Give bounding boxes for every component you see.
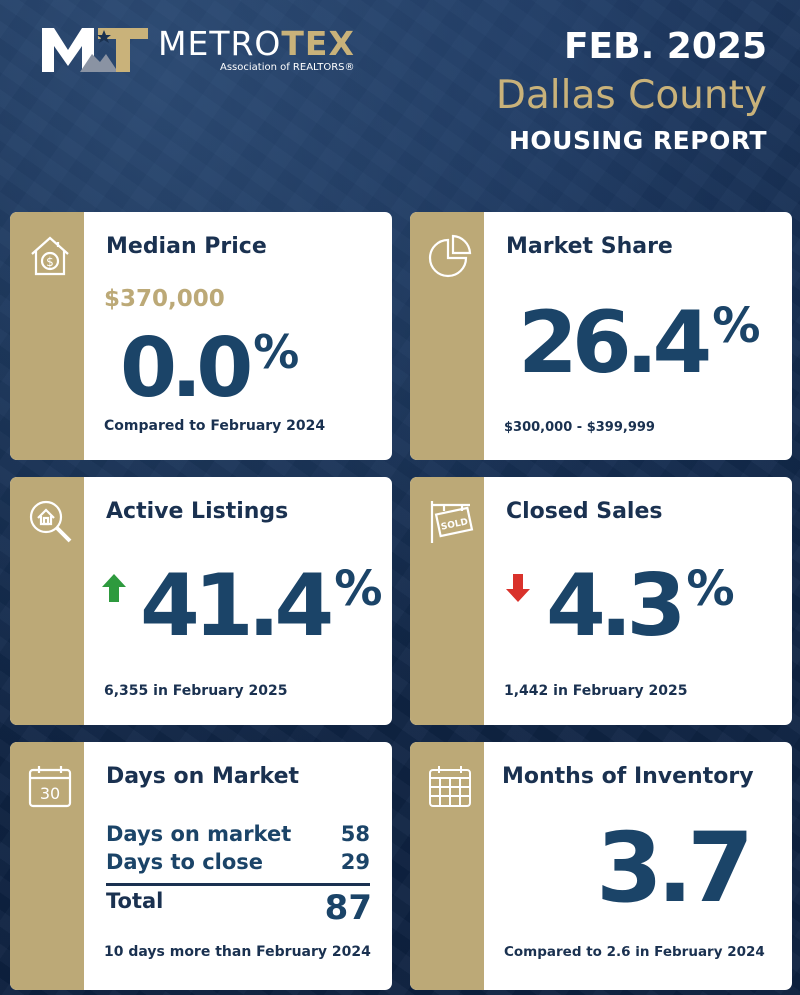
card-title: Median Price [106, 234, 267, 259]
svg-text:30: 30 [40, 784, 60, 803]
closed-sales-card: SOLD Closed Sales 4.3% 1,442 in February… [410, 477, 792, 725]
months-inventory-value: 3.7 [596, 812, 754, 924]
card-footnote: Compared to 2.6 in February 2024 [504, 944, 765, 960]
calendar-30-icon: 30 [28, 766, 72, 808]
total-divider [106, 883, 370, 886]
house-magnifier-icon [29, 500, 72, 543]
market-share-card: Market Share 26.4% $300,000 - $399,999 [410, 212, 792, 460]
logo-mark-icon [42, 28, 148, 72]
months-inventory-card: Months of Inventory 3.7 Compared to 2.6 … [410, 742, 792, 990]
arrow-up-icon [102, 574, 126, 602]
svg-text:$: $ [46, 255, 54, 269]
calendar-grid-icon [429, 766, 471, 807]
total-value: 87 [324, 888, 372, 928]
dom-row-close: Days to close 29 [106, 850, 370, 874]
logo-tagline: Association of REALTORS® [220, 62, 355, 73]
closed-sales-change: 4.3% [546, 556, 735, 656]
arrow-down-icon [506, 574, 530, 602]
metrotex-logo: METROTEX Association of REALTORS® [40, 24, 380, 74]
active-listings-card: Active Listings 41.4% 6,355 in February … [10, 477, 392, 725]
card-accent-band [10, 742, 84, 990]
card-footnote: 6,355 in February 2025 [104, 683, 288, 699]
card-accent-band [410, 742, 484, 990]
report-date: FEB. 2025 [563, 26, 767, 67]
card-title: Months of Inventory [502, 764, 754, 789]
house-dollar-icon: $ [31, 236, 69, 276]
median-price-card: $ Median Price $370,000 0.0% Compared to… [10, 212, 392, 460]
card-title: Days on Market [106, 764, 300, 789]
card-footnote: Compared to February 2024 [104, 418, 326, 434]
dom-row-market: Days on market 58 [106, 822, 370, 846]
card-title: Closed Sales [506, 499, 663, 524]
median-price-change: 0.0% [120, 321, 300, 416]
card-title: Active Listings [106, 499, 289, 524]
report-title: HOUSING REPORT [508, 126, 767, 155]
county-name: Dallas County [495, 73, 767, 118]
market-share-value: 26.4% [518, 293, 761, 393]
logo-wordmark: METROTEX [158, 24, 355, 63]
days-on-market-card: 30 Days on Market Days on market 58 Days … [10, 742, 392, 990]
pie-chart-icon [428, 234, 472, 278]
card-footnote: $300,000 - $399,999 [504, 420, 655, 435]
card-footnote: 10 days more than February 2024 [104, 944, 371, 960]
card-accent-band [410, 477, 484, 725]
median-price-value: $370,000 [104, 286, 225, 312]
total-label: Total [106, 889, 164, 913]
active-listings-change: 41.4% [140, 556, 383, 656]
card-footnote: 1,442 in February 2025 [504, 683, 688, 699]
card-title: Market Share [506, 234, 673, 259]
sold-sign-icon: SOLD [430, 501, 474, 543]
